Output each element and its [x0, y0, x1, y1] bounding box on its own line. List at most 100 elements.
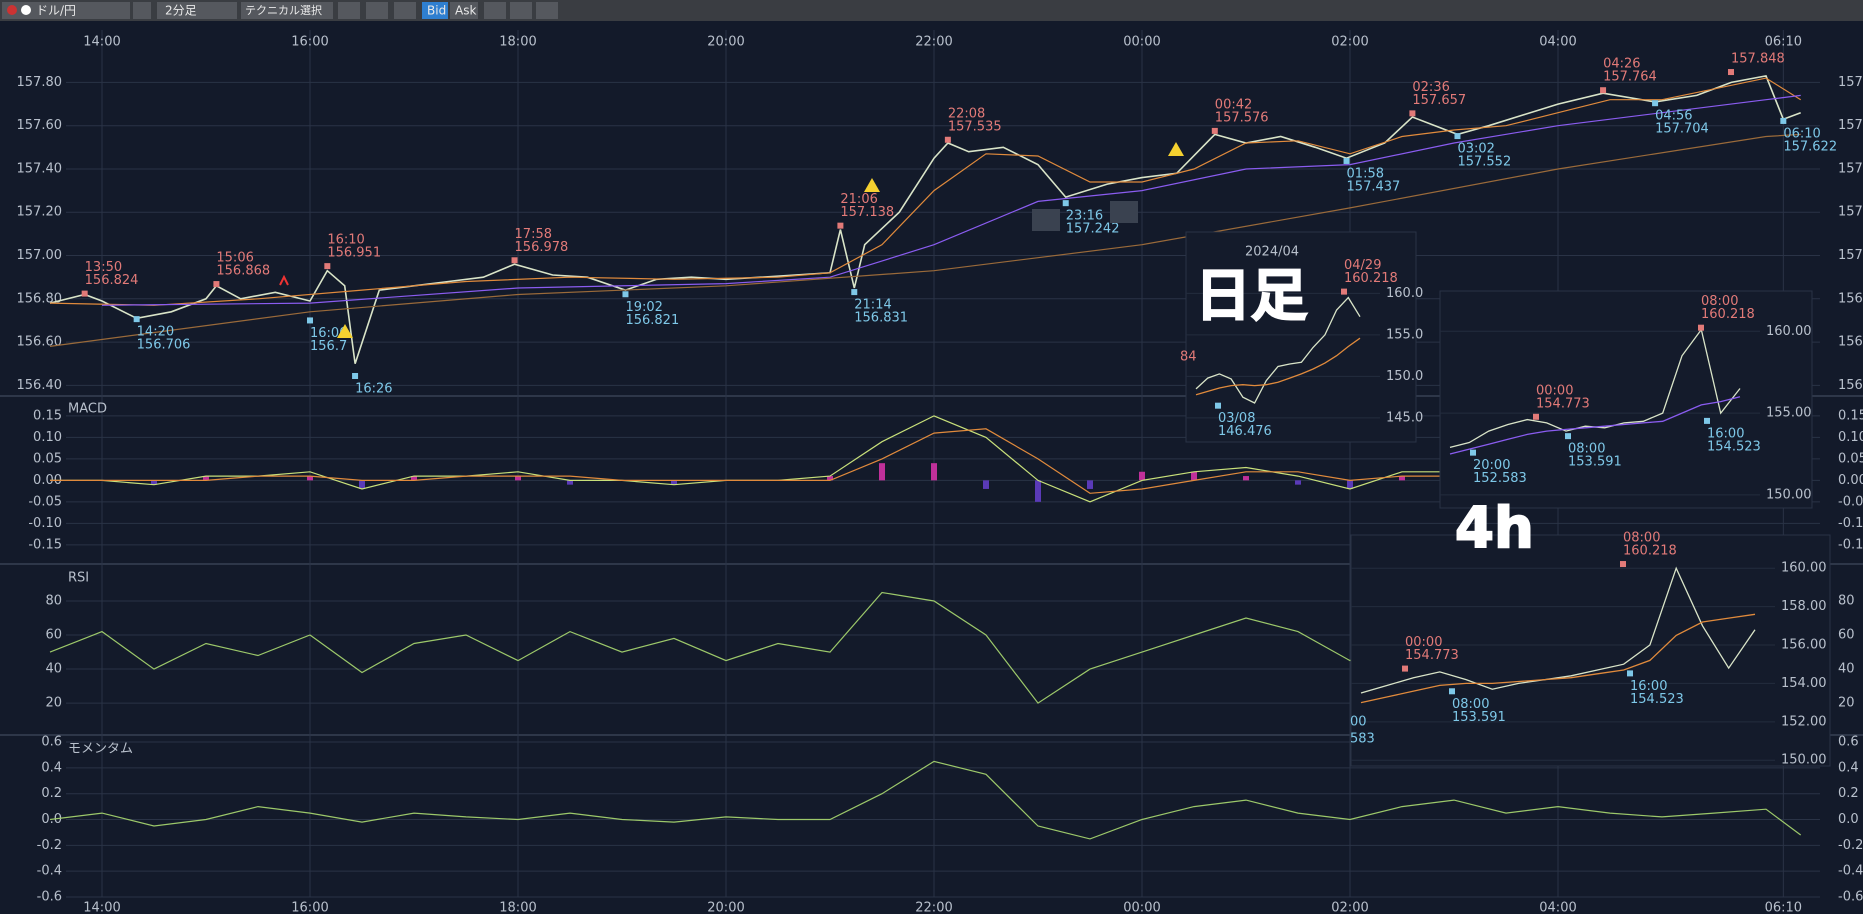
annotation-price: 160.218 [1344, 271, 1398, 286]
annotation-price: 157.657 [1412, 93, 1466, 108]
y-tick-label: 150.00 [1766, 487, 1812, 502]
annotation-time: 21:14 [854, 298, 891, 313]
x-tick-label: 04:00 [1539, 35, 1576, 50]
annotation-time: 01:58 [1347, 166, 1384, 181]
inset-bg [1185, 231, 1417, 443]
histogram-bar [827, 476, 833, 481]
y-tick-label: -0.2 [37, 838, 62, 853]
x-tick-label: 22:00 [915, 901, 952, 914]
series-line [1360, 566, 1756, 694]
arrow-icon [279, 274, 289, 286]
chart-type[interactable] [394, 2, 416, 19]
y-tick-label: 80 [45, 594, 62, 609]
histogram-bar [1139, 471, 1145, 481]
histogram-bar [931, 463, 937, 481]
y-tick-label: 40 [45, 662, 62, 677]
series-line [49, 760, 1802, 840]
y-tick-label: 157.20 [17, 205, 63, 220]
annotation-time: 03:02 [1457, 142, 1494, 157]
zoom-out[interactable] [510, 2, 532, 19]
annotation-fragment: 00 [1350, 715, 1367, 730]
x-tick-label: 20:00 [707, 901, 744, 914]
bid-button[interactable] [422, 2, 448, 19]
annotation-price: 157.848 [1731, 52, 1785, 67]
y-tick-label: 156.40 [17, 378, 63, 393]
annotation-time: 15:06 [216, 251, 253, 266]
inset-chart: 160.00155.00150.0008:00160.21800:00154.7… [1439, 290, 1813, 509]
y-tick-label: 160.00 [1766, 324, 1812, 339]
pair-select[interactable] [2, 2, 130, 19]
info-tool[interactable] [366, 2, 388, 19]
zoom-in[interactable] [536, 2, 558, 19]
y-tick-label: 150.0 [1386, 369, 1423, 384]
y-tick-label: 157.60 [1838, 118, 1863, 133]
high-marker [1409, 110, 1416, 117]
flag-icon [7, 5, 17, 15]
low-marker [1652, 100, 1659, 107]
draw-tool[interactable] [338, 2, 360, 19]
y-tick-label: -0.6 [37, 890, 62, 905]
y-tick-label: 0.00 [1838, 473, 1863, 488]
histogram-bar [411, 476, 417, 481]
y-tick-label: 150.00 [1781, 753, 1827, 768]
pair-dropdown[interactable] [133, 2, 151, 19]
x-tick-label: 00:00 [1123, 901, 1160, 914]
series-line [1449, 396, 1741, 455]
x-tick-label: 18:00 [499, 35, 536, 50]
x-tick-label: 06:10 [1765, 35, 1802, 50]
high-marker [1728, 69, 1734, 76]
low-marker [307, 317, 313, 324]
y-tick-label: 20 [45, 696, 62, 711]
high-marker [1402, 665, 1408, 672]
annotation-time: 21:06 [840, 192, 877, 207]
x-tick-label: 18:00 [499, 901, 536, 914]
annotation-price: 157.437 [1347, 179, 1401, 194]
annotation-price: 157.622 [1783, 139, 1837, 154]
annotation-time: 06:10 [1783, 126, 1820, 141]
annotation-time: 20:00 [1473, 458, 1510, 473]
indicator-tool[interactable] [484, 2, 506, 19]
y-tick-label: 157.40 [1838, 161, 1863, 176]
y-tick-label: 0.2 [41, 786, 62, 801]
annotation-price: 156.831 [854, 311, 908, 326]
y-tick-label: -0.15 [28, 537, 62, 552]
annotation-time: 04:26 [1603, 57, 1640, 72]
histogram-bar [151, 480, 157, 485]
annotation-time: 14:20 [137, 325, 174, 340]
y-tick-label: 0.15 [33, 408, 62, 423]
y-tick-label: 152.00 [1781, 714, 1827, 729]
annotation-time: 08:00 [1623, 531, 1660, 546]
histogram-bar [1087, 480, 1093, 489]
high-marker [944, 136, 951, 143]
y-tick-label: 0.4 [1838, 760, 1859, 775]
annotation-time: 19:02 [625, 300, 662, 315]
y-tick-label: 160.00 [1781, 561, 1827, 576]
annotation-price: 156.7 [310, 339, 347, 354]
histogram-bar [1035, 480, 1041, 502]
low-marker [851, 289, 858, 296]
high-marker [837, 222, 844, 229]
y-tick-label: 158.00 [1781, 599, 1827, 614]
warning-icon [1168, 142, 1184, 156]
x-tick-label: 02:00 [1331, 35, 1368, 50]
panel-title: MACD [68, 402, 107, 417]
technical-select[interactable] [241, 2, 333, 19]
high-marker [1341, 288, 1347, 295]
annotation-fragment: 583 [1350, 732, 1375, 747]
annotation-price: 153.591 [1452, 710, 1506, 725]
ask-button[interactable] [450, 2, 478, 19]
histogram-bar [879, 463, 885, 481]
low-marker [1215, 402, 1221, 409]
annotation-price: 154.773 [1536, 396, 1590, 411]
histogram-bar [567, 480, 573, 485]
y-tick-label: 160.0 [1386, 286, 1423, 301]
arrow-icon [1032, 209, 1060, 231]
annotation-price: 157.552 [1457, 155, 1511, 170]
annotation-price: 156.978 [515, 240, 569, 255]
annotation-time: 03/08 [1218, 411, 1255, 426]
high-marker [1600, 87, 1607, 94]
timeframe-select[interactable] [157, 2, 237, 19]
annotation-time: 16:26 [355, 382, 392, 397]
annotation-time: 02:36 [1412, 80, 1449, 95]
